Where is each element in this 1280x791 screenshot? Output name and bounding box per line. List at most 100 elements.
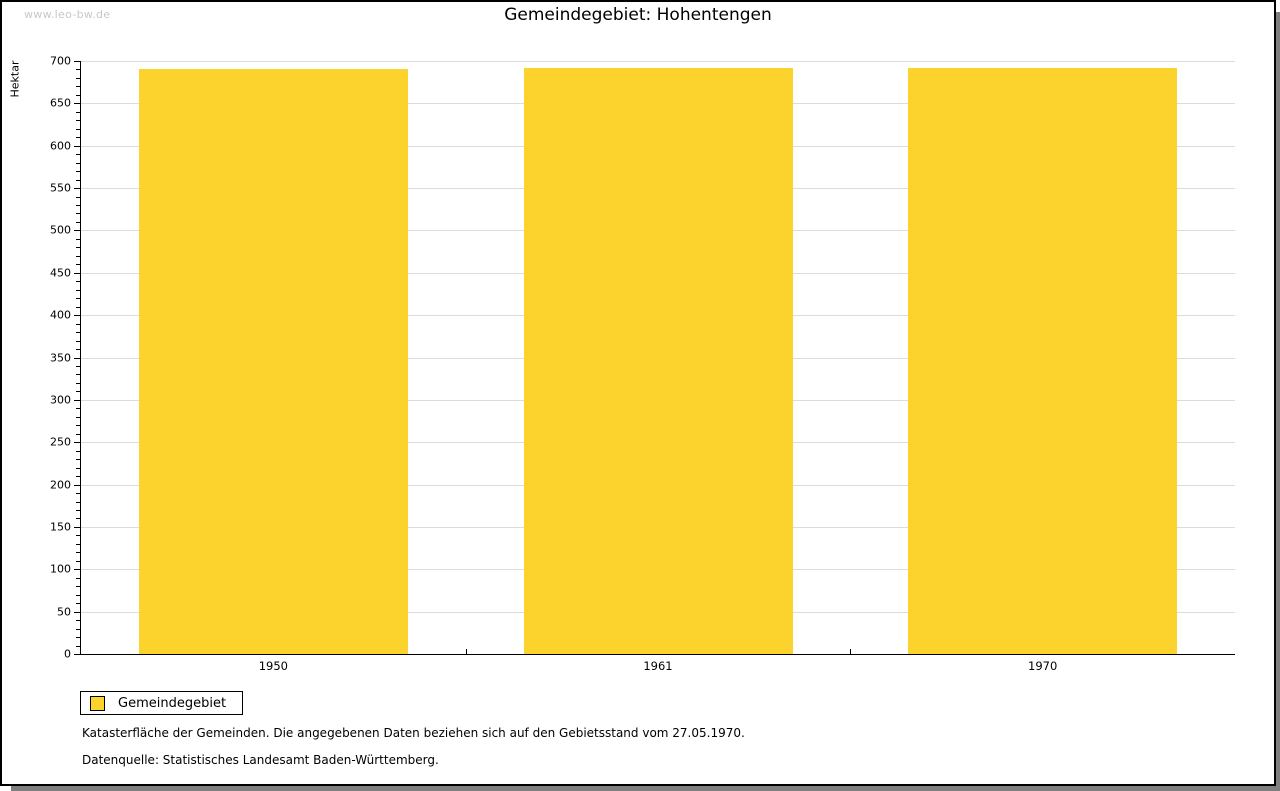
y-minor-tick-340 [76,365,80,367]
bar-1950 [139,69,408,654]
y-minor-tick-580 [76,162,80,164]
y-minor-tick-470 [76,255,80,257]
y-minor-tick-560 [76,179,80,181]
y-minor-tick-670 [76,86,80,88]
y-minor-tick-290 [76,408,80,410]
y-minor-tick-140 [76,535,80,537]
x-tick-label-1950: 1950 [258,659,288,673]
y-minor-tick-690 [76,69,80,71]
y-minor-tick-390 [76,323,80,325]
y-minor-tick-230 [76,459,80,461]
y-minor-tick-10 [76,645,80,647]
y-minor-tick-210 [76,476,80,478]
y-minor-tick-520 [76,213,80,215]
y-minor-tick-540 [76,196,80,198]
watermark: www.leo-bw.de [24,8,111,21]
y-minor-tick-570 [76,171,80,173]
gridline-700 [81,61,1235,62]
y-tick-label-0: 0 [64,647,71,661]
y-major-tick-0 [74,654,80,655]
y-minor-tick-410 [76,306,80,308]
y-minor-tick-130 [76,543,80,545]
y-tick-label-100: 100 [50,562,71,576]
y-minor-tick-180 [76,501,80,503]
y-minor-tick-110 [76,560,80,562]
y-minor-tick-440 [76,281,80,283]
y-minor-tick-530 [76,205,80,206]
x-tick-label-1961: 1961 [643,659,673,673]
y-major-tick-550 [74,188,80,190]
y-tick-label-450: 450 [50,266,71,280]
y-tick-label-350: 350 [50,351,71,364]
y-minor-tick-480 [76,247,80,249]
y-tick-label-650: 650 [50,96,71,110]
plot-area: 0 50 100 150 200 250 300 350 400 450 500 550 600 650 7… [50,55,1235,673]
y-minor-tick-190 [76,493,80,495]
y-minor-tick-660 [76,94,80,96]
y-tick-label-300: 300 [50,393,71,407]
y-minor-tick-590 [76,154,80,156]
y-minor-tick-370 [76,340,80,342]
y-major-tick-200 [74,484,80,486]
legend-swatch-gemeindegebiet [90,695,105,711]
footnote-source-note: Katasterfläche der Gemeinden. Die angege… [82,726,745,740]
y-minor-tick-20 [76,637,80,639]
legend-label: Gemeindegebiet [118,695,227,711]
chart-title: Gemeindegebiet: Hohentengen [504,5,772,25]
y-major-tick-350 [74,357,80,359]
y-minor-tick-640 [76,111,80,113]
y-minor-tick-260 [76,433,80,435]
y-minor-tick-680 [76,77,80,79]
y-major-tick-700 [74,61,80,62]
y-minor-tick-330 [76,374,80,376]
y-minor-tick-240 [76,450,80,452]
y-axis-label: Hektar [8,60,22,98]
y-minor-tick-160 [76,518,80,520]
y-tick-label-600: 600 [50,139,71,153]
y-major-tick-650 [74,103,80,105]
y-major-tick-250 [74,442,80,444]
y-minor-tick-90 [76,577,80,579]
y-minor-tick-610 [76,137,80,139]
y-minor-tick-120 [76,552,80,554]
y-major-tick-400 [74,315,80,317]
y-minor-tick-310 [76,391,80,393]
x-tick-label-1970: 1970 [1028,659,1058,673]
y-minor-tick-380 [76,332,80,334]
y-minor-tick-270 [76,425,80,427]
x-boundary-tick-1 [466,649,467,654]
y-minor-tick-510 [76,221,80,223]
y-major-tick-500 [74,230,80,232]
y-minor-tick-490 [76,238,80,240]
y-minor-tick-630 [76,120,80,122]
y-minor-tick-60 [76,603,80,605]
y-tick-label-550: 550 [50,181,71,195]
y-minor-tick-30 [76,628,80,630]
y-minor-tick-170 [76,509,80,511]
y-tick-label-250: 250 [50,435,71,449]
legend-box: Gemeindegebiet [80,691,244,715]
y-major-tick-50 [74,611,80,613]
y-tick-label-150: 150 [50,520,71,534]
footnote-data-source: Datenquelle: Statistisches Landesamt Bad… [82,753,439,767]
y-minor-tick-360 [76,349,80,351]
y-major-tick-150 [74,526,80,528]
y-minor-tick-280 [76,416,80,418]
y-major-tick-100 [74,569,80,571]
y-tick-label-400: 400 [50,308,71,322]
y-minor-tick-420 [76,298,80,300]
y-minor-tick-430 [76,289,80,291]
y-minor-tick-320 [76,382,80,384]
y-tick-label-500: 500 [50,223,71,237]
y-tick-label-700: 700 [50,54,71,68]
y-major-tick-300 [74,399,80,401]
x-boundary-tick-2 [850,649,851,654]
bar-1970 [908,68,1177,654]
y-minor-tick-460 [76,264,80,266]
y-tick-label-200: 200 [50,478,71,492]
y-minor-tick-80 [76,586,80,588]
y-major-tick-600 [74,145,80,147]
y-minor-tick-620 [76,128,80,130]
